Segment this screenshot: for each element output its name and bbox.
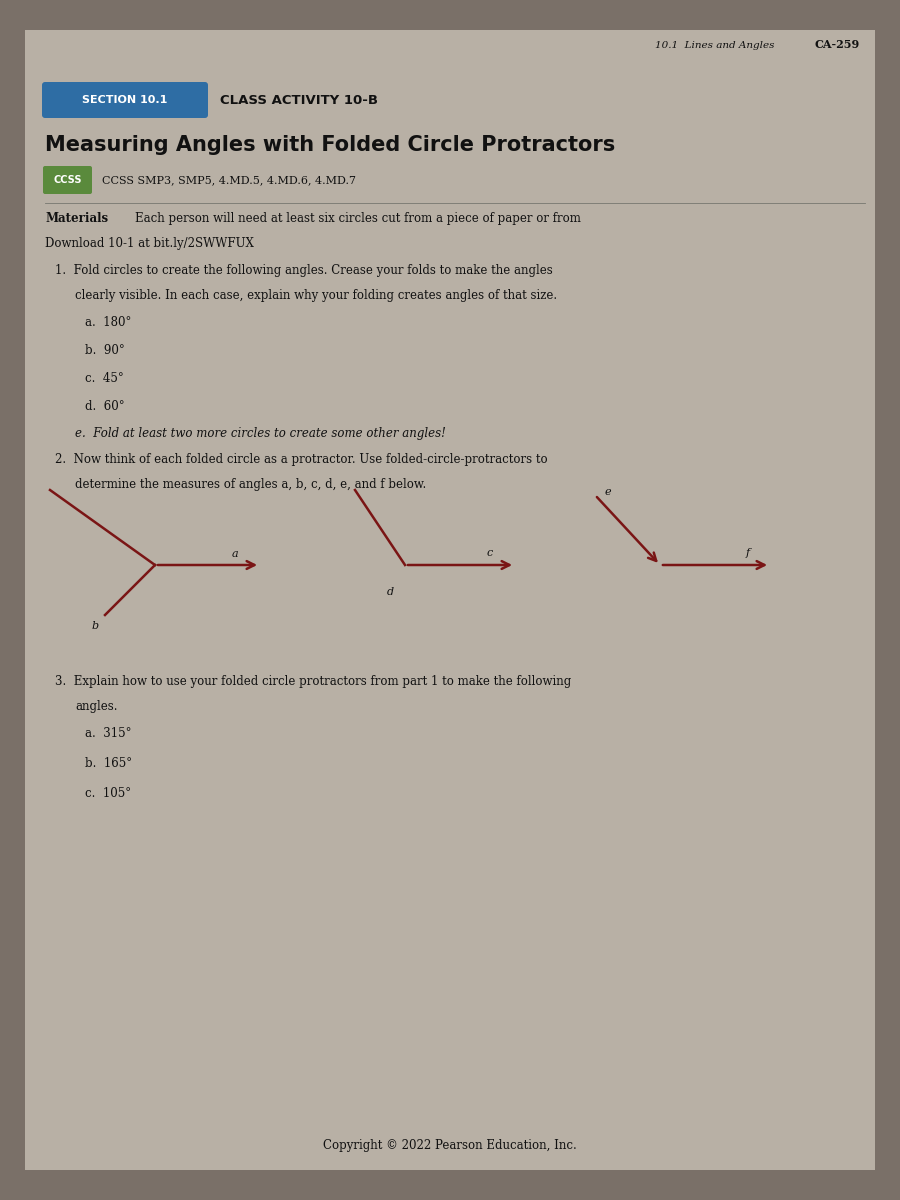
FancyBboxPatch shape xyxy=(42,82,208,118)
Text: Copyright © 2022 Pearson Education, Inc.: Copyright © 2022 Pearson Education, Inc. xyxy=(323,1139,577,1152)
Text: f: f xyxy=(746,548,750,558)
Text: Each person will need at least six circles cut from a piece of paper or from: Each person will need at least six circl… xyxy=(135,212,580,224)
Text: b: b xyxy=(92,622,99,631)
Text: SECTION 10.1: SECTION 10.1 xyxy=(82,95,167,104)
Text: b.  165°: b. 165° xyxy=(85,757,132,770)
Text: angles.: angles. xyxy=(75,700,118,713)
Text: Download 10-1 at bit.ly/2SWWFUX: Download 10-1 at bit.ly/2SWWFUX xyxy=(45,236,254,250)
Text: d: d xyxy=(386,587,393,596)
Text: a: a xyxy=(231,550,239,559)
Text: e: e xyxy=(605,487,611,497)
Text: 10.1  Lines and Angles: 10.1 Lines and Angles xyxy=(655,41,775,49)
Text: b.  90°: b. 90° xyxy=(85,344,125,358)
Text: Materials: Materials xyxy=(45,212,108,224)
Text: 3.  Explain how to use your folded circle protractors from part 1 to make the fo: 3. Explain how to use your folded circle… xyxy=(55,674,572,688)
Text: e.  Fold at least two more circles to create some other angles!: e. Fold at least two more circles to cre… xyxy=(75,427,445,440)
Text: 2.  Now think of each folded circle as a protractor. Use folded-circle-protracto: 2. Now think of each folded circle as a … xyxy=(55,452,547,466)
Text: determine the measures of angles a, b, c, d, e, and f below.: determine the measures of angles a, b, c… xyxy=(75,478,427,491)
Text: d.  60°: d. 60° xyxy=(85,400,124,413)
Text: c.  105°: c. 105° xyxy=(85,787,131,800)
FancyBboxPatch shape xyxy=(25,30,875,1170)
Text: clearly visible. In each case, explain why your folding creates angles of that s: clearly visible. In each case, explain w… xyxy=(75,289,557,302)
Text: CCSS: CCSS xyxy=(53,175,82,185)
Text: a.  180°: a. 180° xyxy=(85,316,131,329)
Text: CCSS SMP3, SMP5, 4.MD.5, 4.MD.6, 4.MD.7: CCSS SMP3, SMP5, 4.MD.5, 4.MD.6, 4.MD.7 xyxy=(102,175,356,185)
Text: CA-259: CA-259 xyxy=(814,40,860,50)
Text: Measuring Angles with Folded Circle Protractors: Measuring Angles with Folded Circle Prot… xyxy=(45,134,616,155)
Text: CLASS ACTIVITY 10-B: CLASS ACTIVITY 10-B xyxy=(220,94,378,107)
Text: 1.  Fold circles to create the following angles. Crease your folds to make the a: 1. Fold circles to create the following … xyxy=(55,264,553,277)
FancyBboxPatch shape xyxy=(43,166,92,194)
Text: c.  45°: c. 45° xyxy=(85,372,124,385)
Text: a.  315°: a. 315° xyxy=(85,727,131,740)
Text: c: c xyxy=(487,548,493,558)
